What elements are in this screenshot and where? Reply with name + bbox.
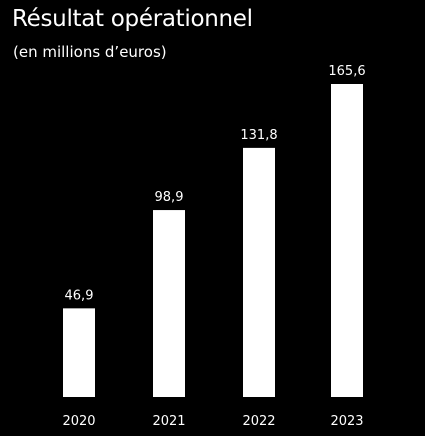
value-label-2022: 131,8 <box>240 128 277 143</box>
x-tick-label-2023: 2023 <box>330 414 363 429</box>
value-label-2020: 46,9 <box>65 288 94 303</box>
value-label-2023: 165,6 <box>328 64 365 79</box>
value-label-2021: 98,9 <box>155 190 184 205</box>
bar-2023 <box>331 84 363 397</box>
chart-subtitle: (en millions d’euros) <box>13 43 167 61</box>
bar-2021 <box>153 210 185 397</box>
bar-2022 <box>243 147 275 397</box>
x-tick-label-2021: 2021 <box>152 414 185 429</box>
x-tick-label-2020: 2020 <box>62 414 95 429</box>
x-tick-label-2022: 2022 <box>242 414 275 429</box>
chart-title: Résultat opérationnel <box>12 6 253 32</box>
bar-2020 <box>63 308 95 397</box>
